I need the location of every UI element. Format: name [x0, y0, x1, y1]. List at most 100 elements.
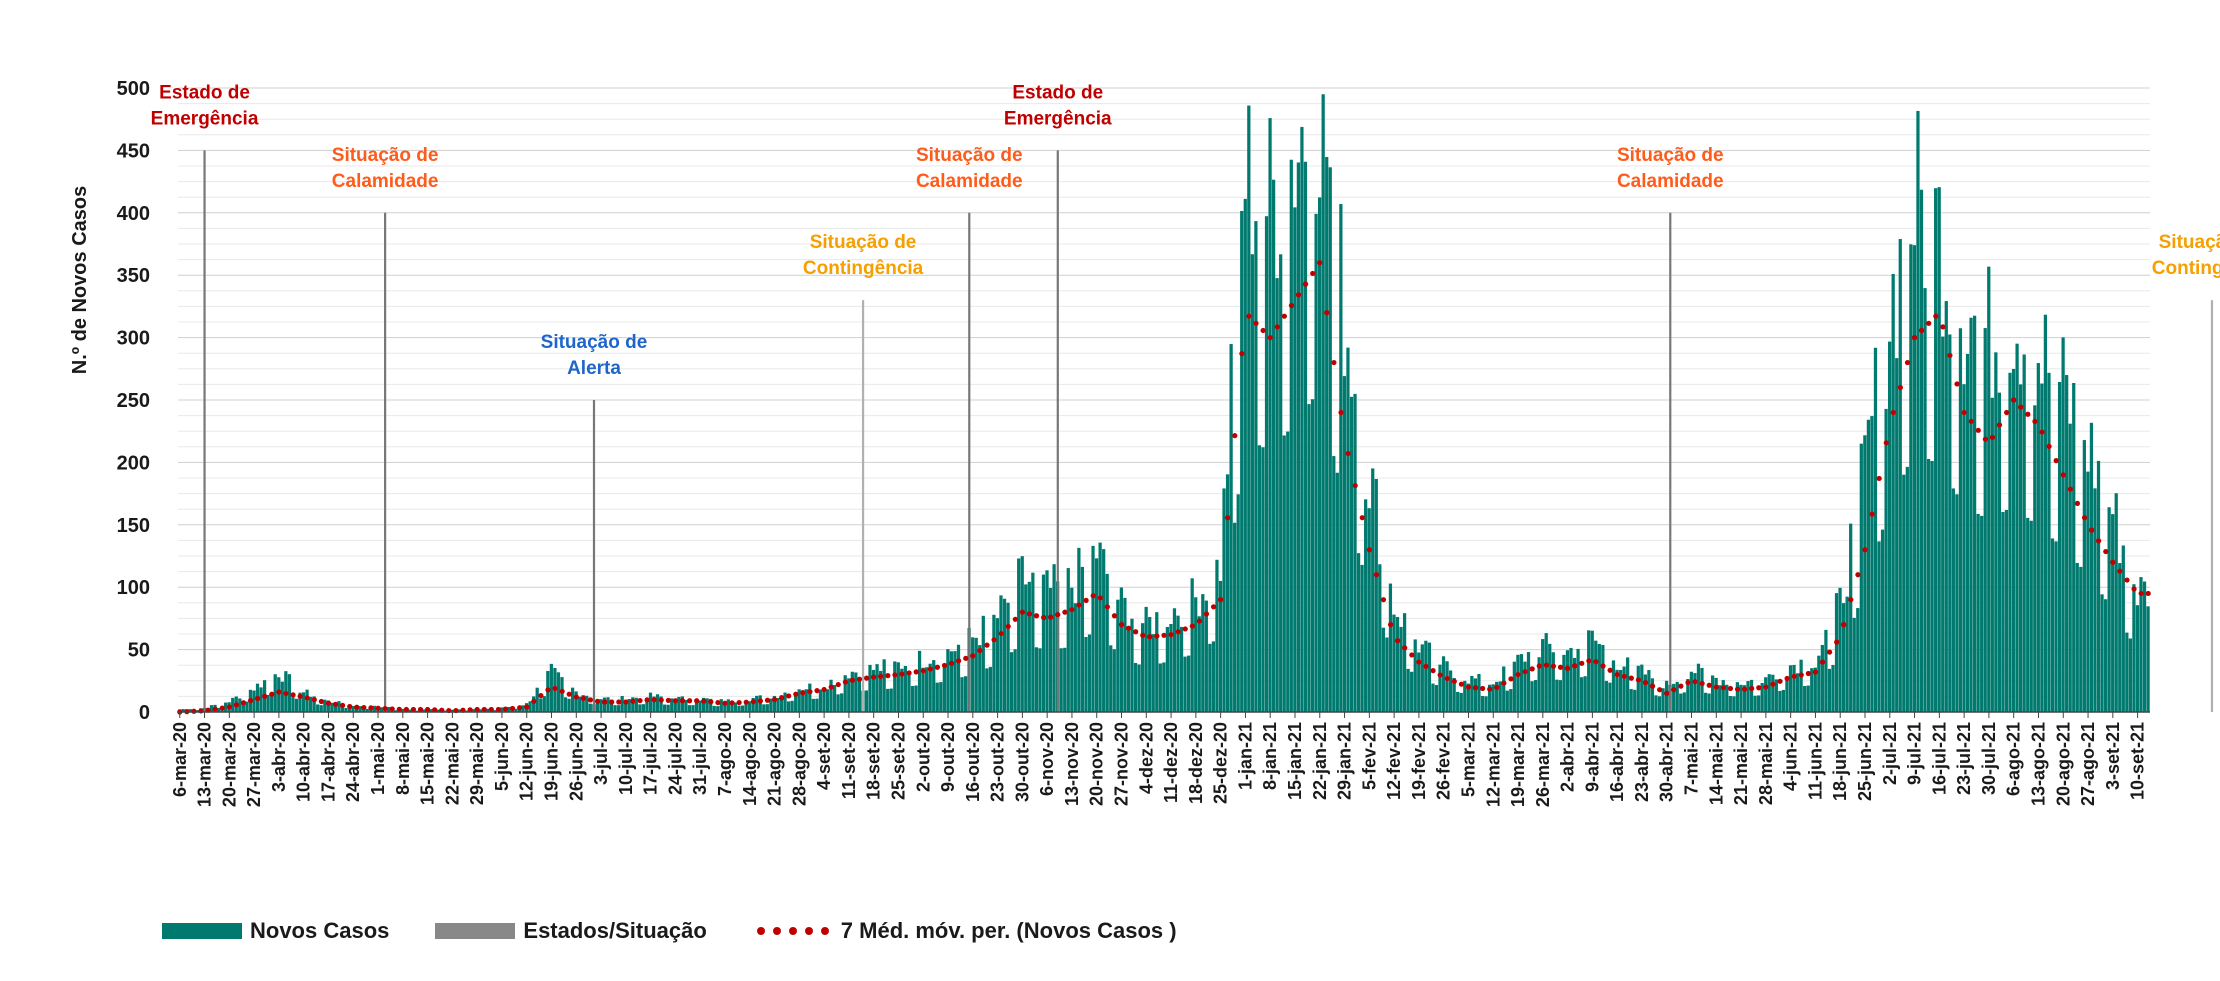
bar	[1218, 580, 1223, 712]
bar	[939, 682, 943, 712]
bar	[971, 637, 975, 712]
avg-point	[1083, 597, 1089, 603]
bar	[1537, 657, 1541, 712]
avg-point	[1253, 320, 1259, 326]
avg-point	[2018, 404, 2024, 410]
bar	[2103, 599, 2108, 712]
event-label: Situação de	[916, 145, 1023, 166]
event-label: Calamidade	[332, 171, 439, 192]
avg-point	[1508, 676, 1514, 682]
avg-point	[517, 705, 523, 711]
x-tick-label: 4-set-20	[814, 722, 834, 790]
bar	[1696, 663, 1701, 712]
bar	[1647, 670, 1651, 712]
bar	[960, 677, 964, 712]
avg-point	[1430, 668, 1436, 674]
avg-point	[1472, 685, 1479, 691]
bar	[2128, 638, 2132, 712]
avg-point	[1536, 663, 1542, 669]
bar	[641, 704, 646, 712]
bar	[762, 704, 766, 712]
bar	[1526, 652, 1531, 712]
x-tick-label: 13-mar-20	[195, 722, 215, 807]
bar	[1413, 639, 1417, 712]
bar	[995, 618, 1000, 712]
x-axis: 6-mar-20 13-mar-20 20-mar-20 27-mar-20 3-abr…	[170, 711, 2150, 807]
bar	[1162, 662, 1166, 712]
avg-point	[276, 689, 282, 695]
bar	[974, 637, 978, 712]
bar	[1247, 105, 1251, 712]
avg-point	[247, 697, 254, 704]
bar	[1094, 558, 1099, 712]
bar	[910, 686, 915, 712]
bar	[1760, 682, 1764, 712]
bar	[1509, 689, 1513, 712]
bar	[1374, 478, 1378, 712]
avg-point	[474, 706, 480, 713]
bar	[266, 694, 270, 712]
avg-point	[1140, 632, 1146, 638]
bar	[1310, 399, 1315, 712]
bar	[1930, 460, 1934, 712]
x-tick-label: 5-fev-21	[1359, 722, 1379, 790]
bar	[1059, 648, 1063, 712]
avg-point	[672, 698, 679, 704]
avg-point	[488, 706, 494, 713]
avg-point	[1713, 684, 1719, 690]
avg-point	[1019, 609, 1025, 615]
avg-point	[1260, 327, 1266, 334]
avg-point	[1104, 604, 1110, 610]
bar	[900, 668, 904, 712]
bar	[709, 698, 713, 712]
bar	[1041, 574, 1046, 712]
bar	[811, 698, 815, 712]
bar	[1926, 459, 1931, 712]
bar	[1863, 435, 1867, 712]
bar	[1831, 664, 1835, 712]
x-tick-label: 29-jan-21	[1335, 722, 1355, 800]
x-tick-label: 23-out-20	[988, 722, 1008, 802]
bar	[1820, 644, 1824, 712]
bar	[818, 689, 823, 712]
x-tick-label: 9-out-20	[938, 722, 958, 792]
bar	[1594, 640, 1598, 712]
avg-point	[1048, 614, 1054, 620]
avg-point	[375, 705, 381, 711]
avg-point	[318, 698, 324, 705]
avg-point	[1897, 384, 1904, 391]
bar	[365, 708, 369, 712]
avg-point	[1614, 671, 1620, 678]
avg-point	[1196, 618, 1203, 624]
bar	[333, 703, 338, 712]
legend-swatch-media-movel	[756, 927, 829, 935]
bar	[1558, 680, 1562, 712]
bar	[751, 697, 755, 712]
avg-point	[219, 705, 225, 711]
avg-point	[665, 697, 671, 704]
avg-point	[686, 698, 693, 704]
bar	[694, 701, 699, 712]
bar	[794, 693, 798, 712]
bar	[514, 708, 518, 712]
bar	[1919, 189, 1924, 713]
avg-point	[984, 642, 990, 648]
bar	[1803, 686, 1807, 712]
bar	[730, 702, 734, 712]
avg-point	[1996, 422, 2003, 428]
avg-point	[1876, 475, 1882, 482]
avg-point	[828, 684, 834, 690]
bar	[1714, 677, 1718, 712]
avg-point	[616, 699, 622, 705]
bar	[1686, 679, 1690, 712]
bar	[1657, 696, 1662, 712]
x-tick-label: 16-abr-21	[1607, 722, 1627, 802]
bar	[1342, 376, 1347, 712]
avg-point	[2103, 548, 2109, 555]
bar	[1541, 639, 1545, 712]
avg-point	[1883, 440, 1889, 446]
bar	[1392, 614, 1396, 712]
avg-point	[340, 702, 346, 709]
y-tick-label: 400	[117, 203, 150, 225]
avg-point	[842, 679, 848, 685]
